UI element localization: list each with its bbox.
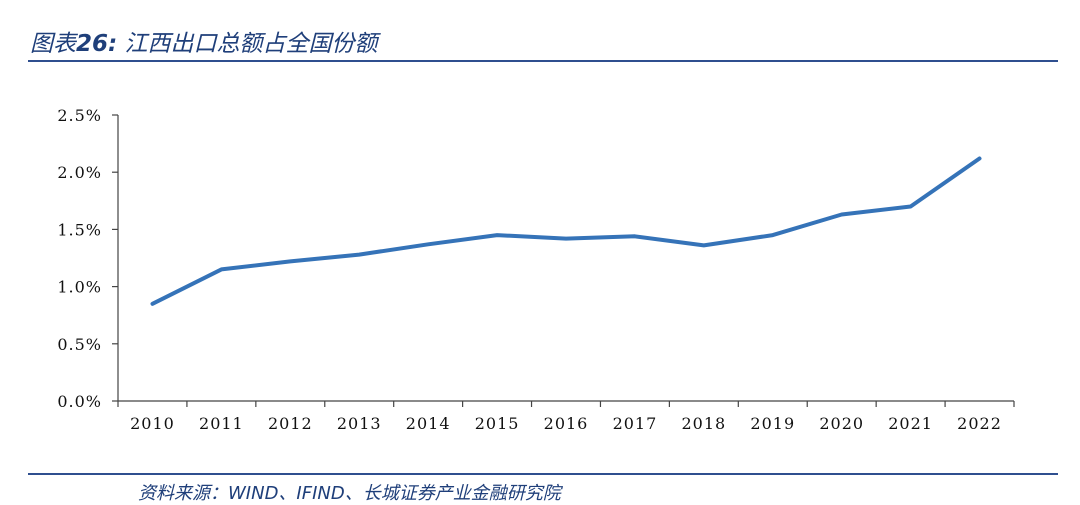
chart-series bbox=[152, 158, 979, 303]
x-tick-label: 2017 bbox=[613, 414, 658, 433]
x-tick-label: 2022 bbox=[957, 414, 1002, 433]
x-tick-label: 2018 bbox=[681, 414, 726, 433]
chart-axes bbox=[118, 115, 1014, 401]
footer-divider bbox=[28, 473, 1058, 475]
y-tick-label: 2.0% bbox=[57, 163, 102, 182]
x-tick-label: 2011 bbox=[199, 414, 244, 433]
x-tick-label: 2010 bbox=[130, 414, 175, 433]
y-tick-label: 1.0% bbox=[57, 278, 102, 297]
y-tick-label: 0.5% bbox=[57, 335, 102, 354]
y-tick-label: 2.5% bbox=[57, 106, 102, 125]
series-line bbox=[153, 159, 980, 304]
x-tick-label: 2012 bbox=[268, 414, 313, 433]
x-tick-label: 2021 bbox=[888, 414, 933, 433]
y-tick-label: 0.0% bbox=[57, 392, 102, 411]
x-tick-label: 2016 bbox=[544, 414, 589, 433]
x-tick-label: 2013 bbox=[337, 414, 382, 433]
x-tick-label: 2015 bbox=[475, 414, 520, 433]
y-axis-ticks: 0.0% 0.5% 1.0% 1.5% 2.0% 2.5% bbox=[57, 106, 118, 411]
x-tick-label: 2014 bbox=[406, 414, 451, 433]
x-axis-ticks: 2010 2011 2012 2013 2014 2015 2016 2017 2018 2019… bbox=[118, 401, 1014, 433]
x-tick-label: 2019 bbox=[750, 414, 795, 433]
y-tick-label: 1.5% bbox=[57, 220, 102, 239]
x-tick-label: 2020 bbox=[819, 414, 864, 433]
source-note: 资料来源：WIND、IFIND、长城证券产业金融研究院 bbox=[138, 479, 561, 505]
